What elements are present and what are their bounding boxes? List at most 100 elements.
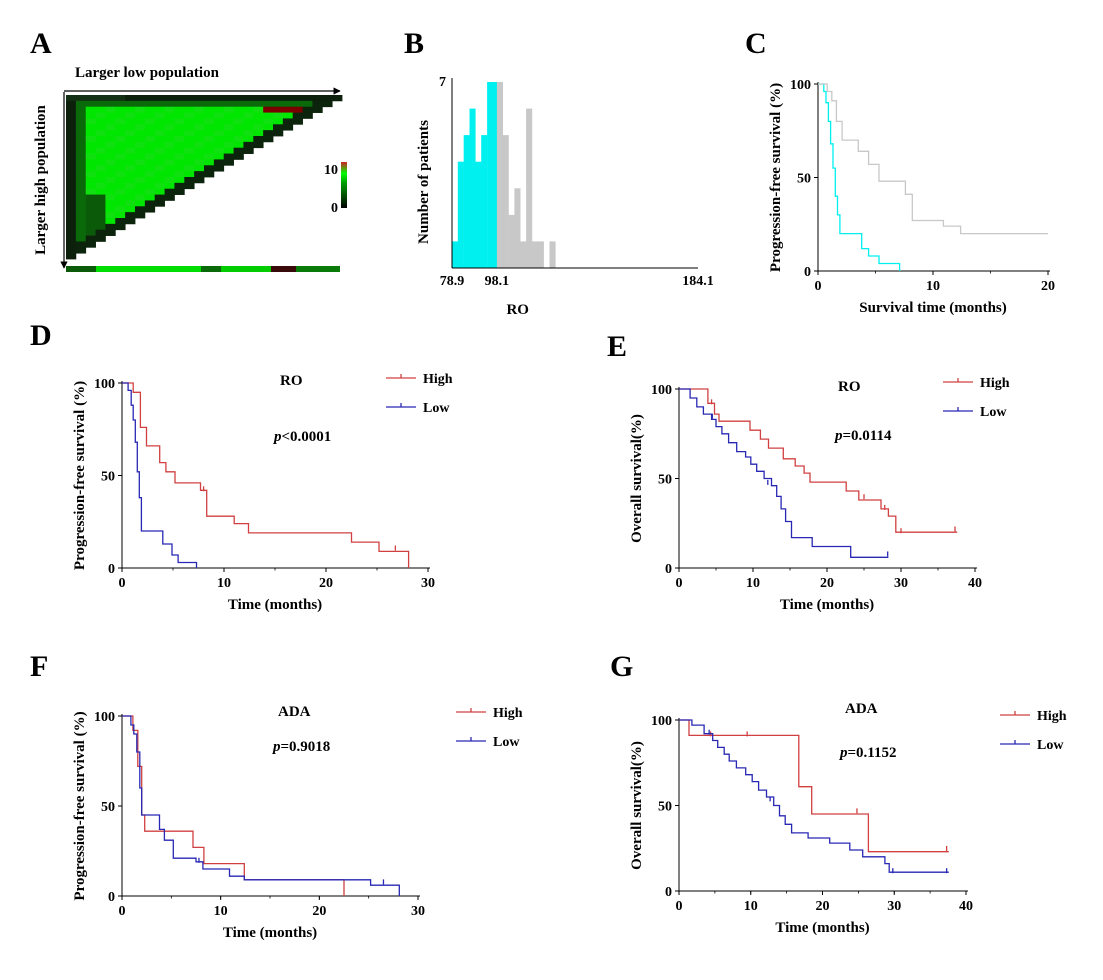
heat-cell	[292, 100, 303, 108]
heat-cell	[253, 124, 264, 131]
heat-cell	[144, 106, 156, 113]
heat-cell	[85, 124, 96, 131]
heat-cell	[174, 130, 185, 137]
panel-g-legend-label: High	[1037, 709, 1067, 724]
heat-cell	[85, 194, 96, 201]
heat-cell	[66, 130, 77, 137]
heat-cell	[194, 106, 205, 113]
heat-cell	[85, 206, 96, 213]
heat-cell	[223, 112, 234, 119]
heat-cell	[105, 124, 116, 131]
heat-cell	[125, 141, 136, 149]
panel-b-bar-low	[469, 108, 476, 268]
heat-cell	[253, 95, 264, 102]
heat-cell	[66, 223, 77, 231]
heat-cell	[144, 165, 156, 172]
panel-b-bar-low	[463, 135, 470, 268]
heat-cell	[282, 95, 294, 102]
heat-cell	[253, 141, 264, 149]
heat-cell	[115, 200, 126, 207]
panel-letter-d: D	[30, 319, 52, 352]
heat-cell	[95, 171, 106, 178]
panel-f-series-low-line	[122, 715, 400, 896]
panel-letter-b: B	[404, 27, 424, 60]
panel-d-xlabel: Time (months)	[228, 597, 322, 613]
heat-cell	[105, 194, 116, 201]
panel-a-xlabel: Larger low population	[75, 65, 220, 81]
heat-cell	[105, 100, 116, 108]
heat-cell	[144, 100, 156, 108]
heat-cell	[154, 141, 165, 149]
heat-cell	[75, 136, 87, 143]
heat-cell	[184, 112, 195, 119]
heat-cell	[95, 159, 106, 166]
heat-cell	[302, 112, 313, 119]
panel-a-colorbar-max: 10	[324, 163, 338, 178]
heat-cell	[95, 100, 106, 108]
heat-cell	[135, 118, 146, 125]
heat-cell	[85, 153, 96, 160]
heat-cell	[75, 188, 87, 195]
heat-cell	[243, 147, 254, 154]
heat-cell	[75, 235, 87, 242]
heat-cell	[174, 147, 185, 154]
heat-cell	[105, 212, 116, 219]
heat-cell	[115, 106, 126, 113]
heat-cell	[194, 153, 205, 160]
heat-cell	[263, 124, 274, 131]
panel-e-x-tick-label: 20	[820, 576, 834, 591]
heat-cell	[233, 100, 244, 108]
heat-cell	[95, 177, 106, 184]
heat-cell	[85, 141, 96, 149]
heat-cell	[95, 124, 106, 131]
heat-cell	[204, 165, 215, 172]
heat-cell	[75, 223, 87, 231]
heat-cell	[95, 130, 106, 137]
heat-cell	[135, 100, 146, 108]
heat-cell	[154, 165, 165, 172]
heat-cell	[135, 141, 146, 149]
heat-cell	[125, 194, 136, 201]
heat-cell	[125, 182, 136, 190]
heat-cell	[66, 235, 77, 242]
heat-cell	[174, 136, 185, 143]
heat-cell	[164, 177, 175, 184]
heat-cell	[144, 141, 156, 149]
panel-g-ylabel: Overall survival(%)	[629, 741, 645, 870]
heat-cell	[144, 136, 156, 143]
heat-cell	[204, 112, 215, 119]
panel-letter-e: E	[607, 330, 627, 363]
panel-d-x-tick-label: 0	[119, 576, 126, 591]
heat-cell	[125, 171, 136, 178]
heat-cell	[223, 106, 234, 113]
heat-cell	[213, 100, 225, 108]
panel-b-x-tick-label: 184.1	[682, 274, 714, 289]
panel-f-y-tick-label: 100	[94, 710, 115, 725]
heat-cell	[282, 100, 294, 108]
panel-d-x-tick-label: 10	[217, 576, 231, 591]
heat-cell	[95, 235, 106, 242]
panel-a-bottom-strip	[66, 266, 340, 272]
heat-cell	[164, 188, 175, 195]
heat-cell	[75, 106, 87, 113]
panel-f-pvalue-p: p	[271, 739, 281, 755]
panel-c-x-tick-label: 10	[926, 279, 940, 294]
heat-cell	[115, 218, 126, 225]
heat-cell	[85, 218, 96, 225]
panel-g-y-tick-label: 100	[651, 714, 672, 729]
panel-g-y-tick-label: 50	[658, 800, 672, 815]
heat-cell	[115, 124, 126, 131]
heat-cell	[85, 177, 96, 184]
heat-cell	[85, 159, 96, 166]
panel-b-bar-low	[457, 161, 464, 268]
heat-cell	[95, 165, 106, 172]
panel-f-series-high-line	[122, 715, 345, 896]
heat-cell	[282, 106, 294, 113]
heat-cell	[273, 95, 284, 102]
heat-cell	[105, 188, 116, 195]
heat-cell	[105, 159, 116, 166]
heat-cell	[164, 95, 175, 102]
panel-d-legend-label: High	[423, 372, 453, 387]
heat-cell	[85, 112, 96, 119]
heat-cell	[144, 124, 156, 131]
